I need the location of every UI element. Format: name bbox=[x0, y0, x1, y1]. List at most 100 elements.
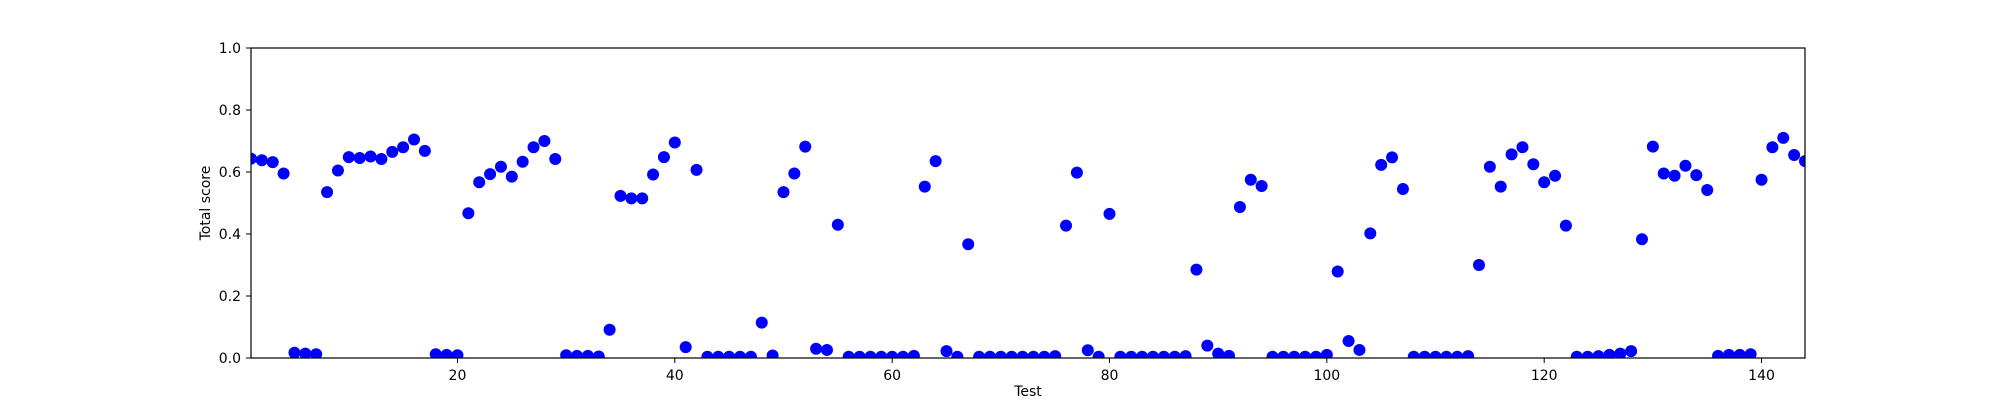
data-point bbox=[690, 163, 703, 176]
y-tick-label: 0.0 bbox=[219, 351, 241, 367]
data-point bbox=[386, 145, 399, 158]
data-point bbox=[255, 154, 268, 167]
data-point bbox=[1777, 131, 1790, 144]
data-point bbox=[1429, 350, 1442, 358]
data-point bbox=[1483, 160, 1496, 173]
data-point bbox=[418, 144, 431, 157]
data-point bbox=[592, 350, 605, 358]
data-point bbox=[1027, 350, 1040, 358]
data-point bbox=[1733, 348, 1746, 358]
x-tick-label: 140 bbox=[1748, 368, 1775, 384]
data-point bbox=[1288, 350, 1301, 358]
data-point bbox=[820, 343, 833, 356]
data-point bbox=[581, 349, 594, 358]
data-point bbox=[1309, 350, 1322, 358]
data-point bbox=[1233, 201, 1246, 214]
data-point bbox=[1657, 167, 1670, 180]
data-point bbox=[1418, 350, 1431, 358]
x-tick-label: 80 bbox=[1101, 368, 1119, 384]
data-point bbox=[723, 350, 736, 358]
data-point bbox=[1060, 219, 1073, 232]
data-point bbox=[1081, 344, 1094, 357]
y-axis-ticks: 0.0 0.2 0.4 0.6 0.8 1.0 bbox=[219, 41, 251, 367]
data-point bbox=[1049, 350, 1062, 358]
data-point bbox=[1092, 350, 1105, 358]
data-point bbox=[712, 350, 725, 358]
data-point bbox=[1766, 141, 1779, 154]
data-point bbox=[1114, 350, 1127, 358]
data-point bbox=[1712, 349, 1725, 358]
data-point bbox=[299, 347, 312, 358]
data-point bbox=[429, 348, 442, 358]
data-point bbox=[462, 207, 475, 220]
data-point bbox=[1005, 350, 1018, 358]
data-point bbox=[1266, 350, 1279, 358]
data-point bbox=[364, 150, 377, 163]
data-point bbox=[451, 349, 464, 358]
data-point bbox=[951, 350, 964, 358]
data-point bbox=[1625, 345, 1638, 358]
data-point bbox=[1505, 148, 1518, 161]
data-point bbox=[614, 189, 627, 202]
data-point bbox=[1223, 349, 1236, 358]
data-point bbox=[1581, 350, 1594, 358]
data-point bbox=[331, 164, 344, 177]
data-point bbox=[994, 350, 1007, 358]
data-point bbox=[603, 323, 616, 336]
data-point bbox=[647, 168, 660, 181]
x-axis-ticks: 20 40 60 80 100 120 140 bbox=[449, 358, 1775, 384]
plot-area-frame bbox=[250, 47, 1806, 359]
data-point bbox=[744, 350, 757, 358]
data-point bbox=[1168, 350, 1181, 358]
y-tick-label: 0.2 bbox=[219, 289, 241, 305]
data-point bbox=[516, 155, 529, 168]
data-point bbox=[353, 152, 366, 165]
data-point bbox=[1592, 350, 1605, 358]
data-point bbox=[1451, 350, 1464, 358]
data-points bbox=[251, 131, 1805, 358]
data-point bbox=[1788, 148, 1801, 161]
y-tick-label: 0.8 bbox=[219, 103, 241, 119]
x-tick-label: 20 bbox=[449, 368, 467, 384]
data-point bbox=[810, 342, 823, 355]
data-point bbox=[636, 192, 649, 205]
data-point bbox=[668, 136, 681, 149]
data-point bbox=[929, 155, 942, 168]
data-point bbox=[1342, 334, 1355, 347]
data-point bbox=[277, 167, 290, 180]
data-point bbox=[842, 350, 855, 358]
data-point bbox=[1722, 348, 1735, 358]
data-point bbox=[1255, 179, 1268, 192]
data-point bbox=[1516, 141, 1529, 154]
data-point bbox=[701, 350, 714, 358]
data-point bbox=[473, 176, 486, 189]
data-point bbox=[1440, 350, 1453, 358]
data-point bbox=[679, 341, 692, 354]
data-point bbox=[549, 152, 562, 165]
data-point bbox=[1614, 347, 1627, 358]
data-point bbox=[1407, 350, 1420, 358]
data-point bbox=[1146, 350, 1159, 358]
data-point bbox=[408, 133, 421, 146]
data-point bbox=[1679, 159, 1692, 172]
x-axis-label: Test bbox=[1013, 384, 1042, 400]
x-tick-label: 120 bbox=[1531, 368, 1558, 384]
data-point bbox=[734, 350, 747, 358]
data-point bbox=[1016, 350, 1029, 358]
data-point bbox=[962, 238, 975, 251]
data-point bbox=[266, 156, 279, 169]
data-point bbox=[788, 167, 801, 180]
data-point bbox=[755, 316, 768, 329]
data-point bbox=[1364, 227, 1377, 240]
data-point bbox=[907, 349, 920, 358]
data-point bbox=[1570, 350, 1583, 358]
data-point bbox=[560, 349, 573, 358]
data-point bbox=[1277, 350, 1290, 358]
data-point bbox=[1244, 173, 1257, 186]
data-point bbox=[1190, 263, 1203, 276]
data-point bbox=[1527, 158, 1540, 171]
data-point bbox=[397, 141, 410, 154]
data-point bbox=[1396, 183, 1409, 196]
data-point bbox=[886, 350, 899, 358]
